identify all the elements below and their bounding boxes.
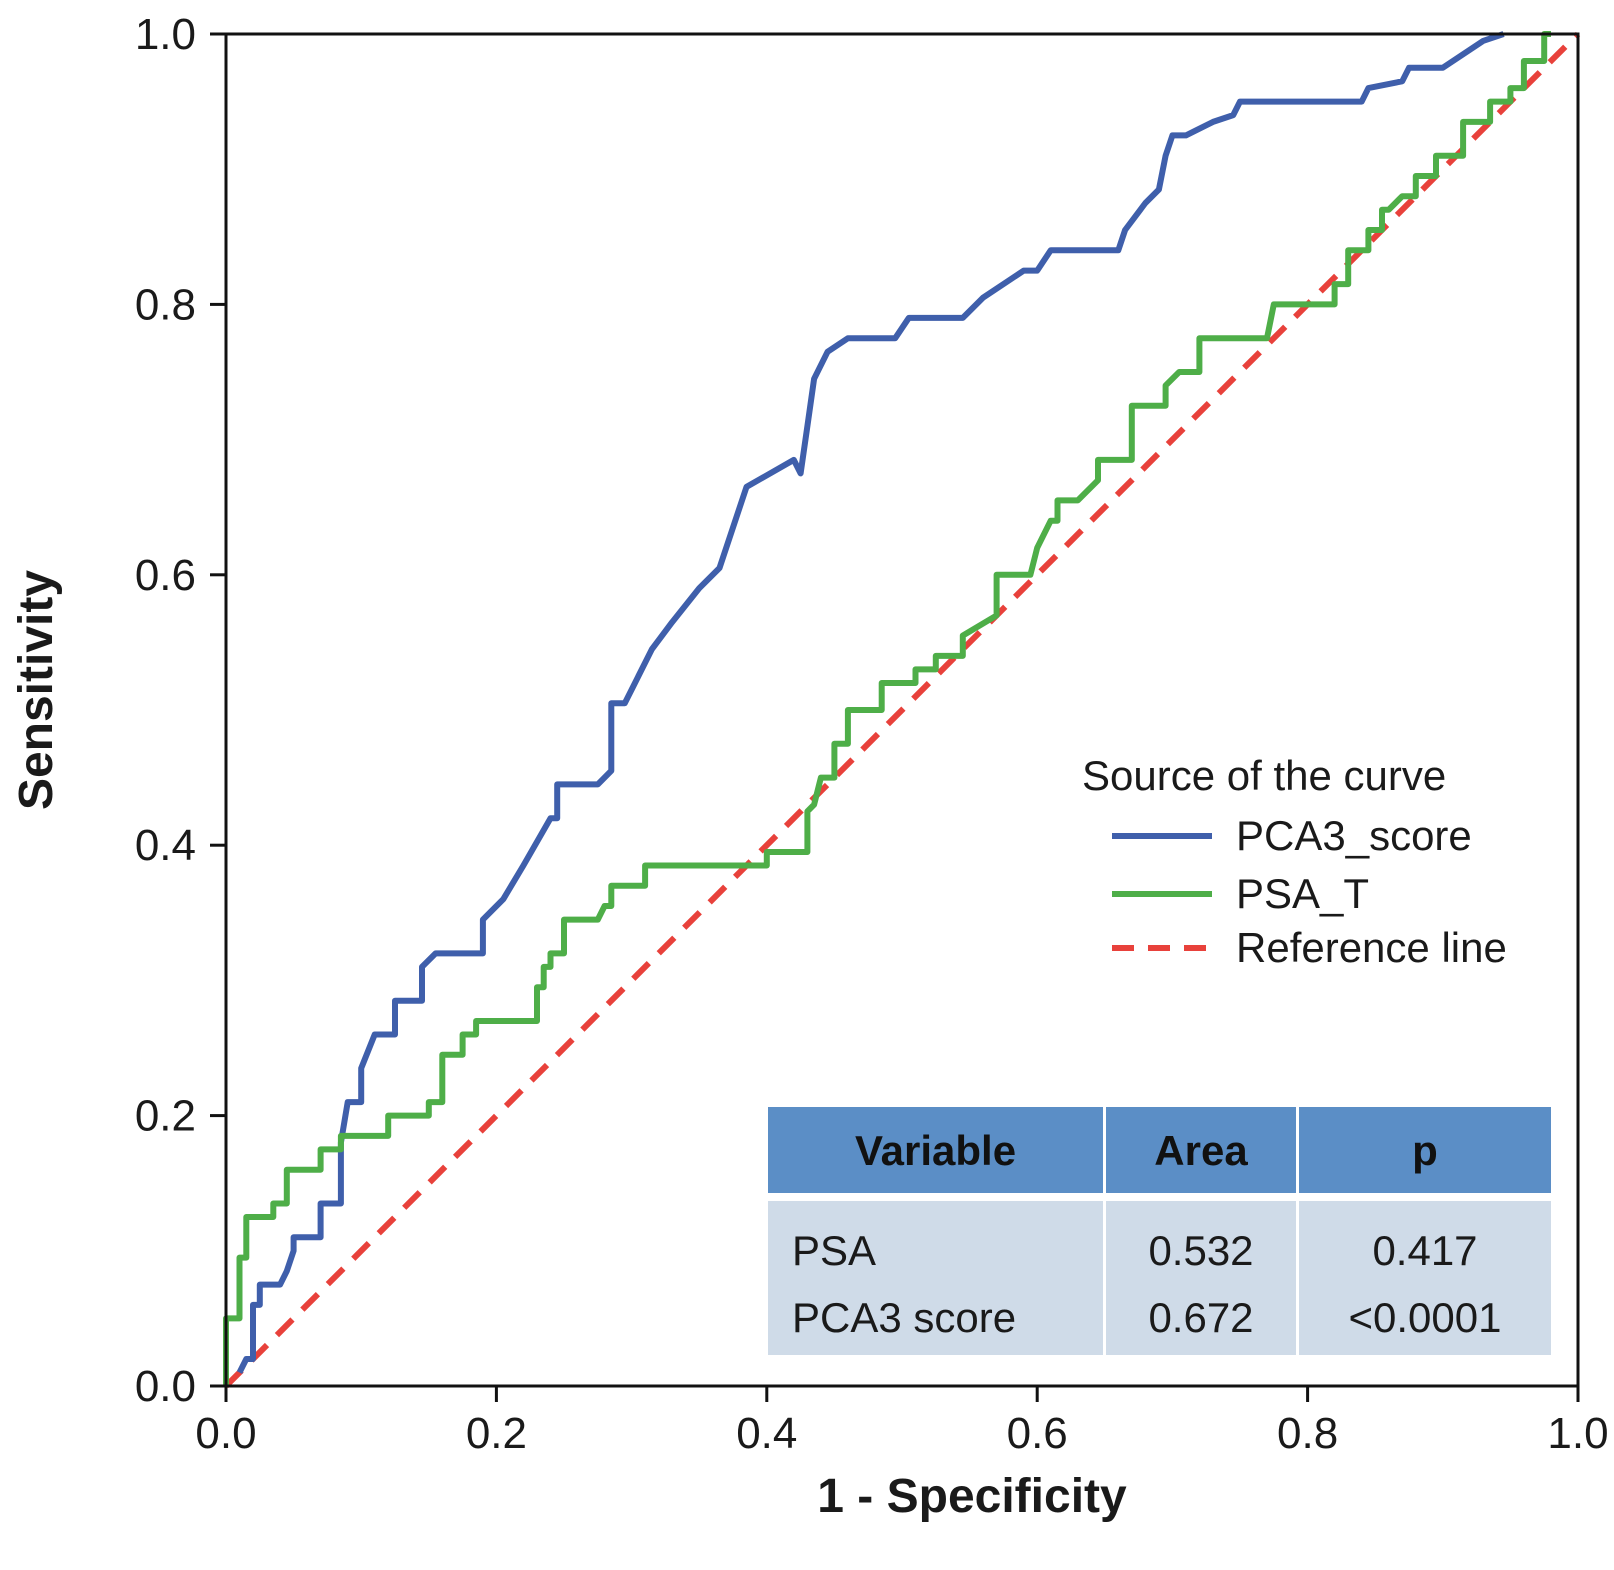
- y-tick-label-4: 0.8: [135, 280, 196, 329]
- y-tick-label-1: 0.2: [135, 1092, 196, 1141]
- table-header-cell-p: [1299, 1107, 1551, 1193]
- series-line-psa-t: [223, 31, 1551, 1386]
- table-body-cell-p: [1299, 1201, 1551, 1355]
- table-cell-pca3-p: <0.0001: [1349, 1294, 1502, 1341]
- y-axis-title: Sensitivity: [10, 570, 63, 810]
- y-tick-label-5: 1.0: [135, 10, 196, 59]
- table-cell-psa-area: 0.532: [1148, 1227, 1253, 1274]
- reference-layer: [223, 31, 1581, 1389]
- x-tick-label-0: 0.0: [195, 1409, 256, 1458]
- legend-title: Source of the curve: [1082, 752, 1446, 799]
- plot-frame: [224, 32, 1580, 1388]
- series-layer: [223, 31, 1551, 1386]
- table-header-p: p: [1412, 1127, 1438, 1174]
- legend-label-psa-t: PSA_T: [1236, 870, 1369, 917]
- table-cell-pca3-variable: PCA3 score: [792, 1294, 1016, 1341]
- table-header-area: Area: [1154, 1127, 1248, 1174]
- table-cell-psa-p: 0.417: [1372, 1227, 1477, 1274]
- ticks-layer: 0.0 0.2 0.4 0.6 0.8 1.0 0.0 0.2 0.4 0.6 0.8 1.0: [135, 10, 1609, 1458]
- table-cell-psa-variable: PSA: [792, 1227, 876, 1274]
- auc-table: Variable Area p PSA 0.532 0.417 PCA3 sco…: [768, 1107, 1551, 1355]
- series-line-reference-line: [223, 31, 1581, 1389]
- series-line-pca3-score: [236, 31, 1505, 1374]
- table-header-cell-variable: [768, 1107, 1103, 1193]
- x-axis-title: 1 - Specificity: [817, 1470, 1127, 1523]
- table-body-cell-variable: [768, 1201, 1103, 1355]
- x-tick-label-1: 0.2: [466, 1409, 527, 1458]
- x-tick-label-4: 0.8: [1277, 1409, 1338, 1458]
- legend: Source of the curve PCA3_score PSA_T Ref…: [1082, 752, 1507, 971]
- x-tick-label-2: 0.4: [736, 1409, 797, 1458]
- legend-label-pca3-score: PCA3_score: [1236, 812, 1472, 859]
- x-tick-label-5: 1.0: [1547, 1409, 1608, 1458]
- y-tick-label-2: 0.4: [135, 821, 196, 870]
- table-header-variable: Variable: [855, 1127, 1016, 1174]
- x-tick-label-3: 0.6: [1007, 1409, 1068, 1458]
- table-header-cell-area: [1106, 1107, 1296, 1193]
- legend-label-reference-line: Reference line: [1236, 924, 1507, 971]
- table-body-cell-area: [1106, 1201, 1296, 1355]
- y-tick-label-0: 0.0: [135, 1362, 196, 1411]
- table-cell-pca3-area: 0.672: [1148, 1294, 1253, 1341]
- y-tick-label-3: 0.6: [135, 551, 196, 600]
